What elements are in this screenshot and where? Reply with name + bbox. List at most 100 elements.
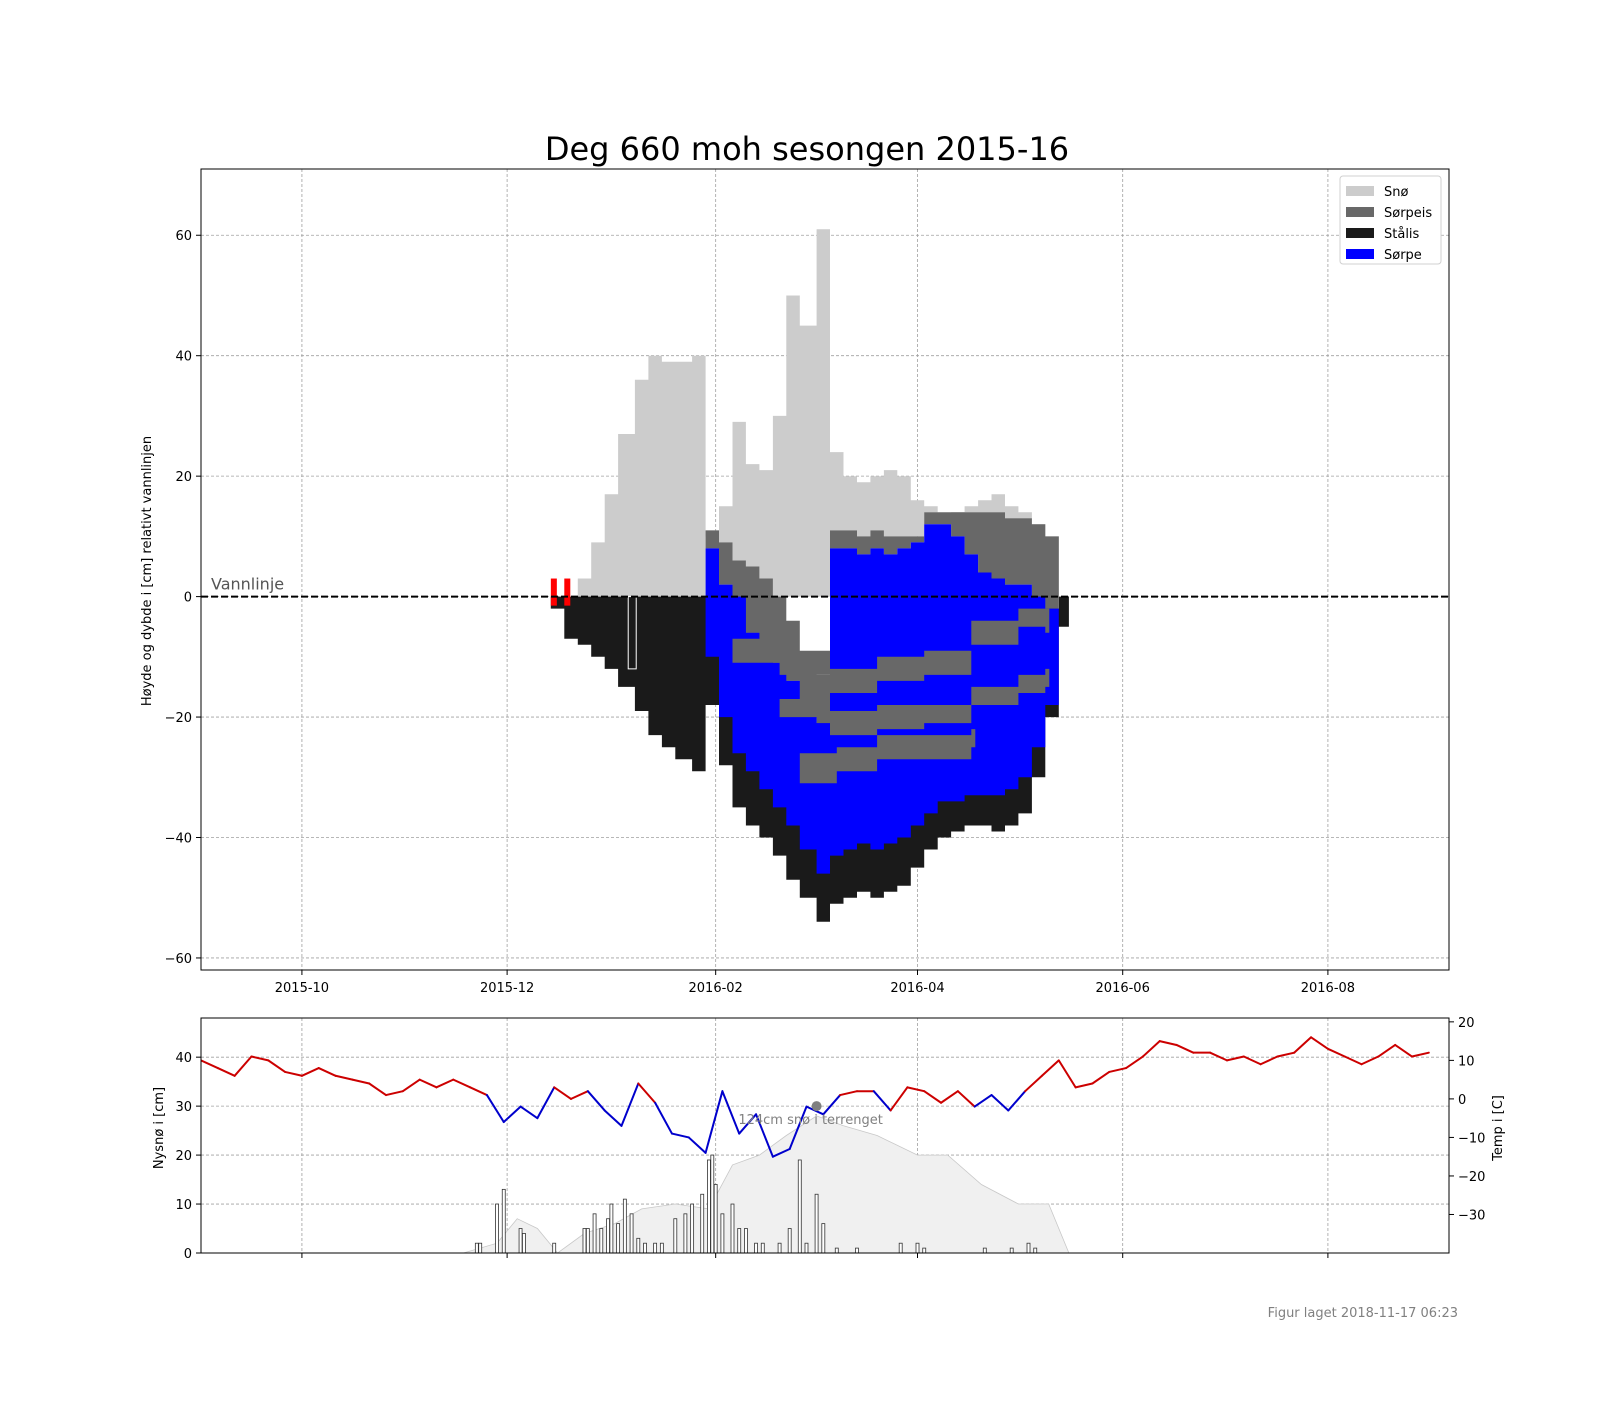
new-snow-bar (777, 1242, 782, 1253)
new-snow-bar (552, 1242, 557, 1253)
legend-swatch (1346, 228, 1374, 238)
temperature-segment (300, 1067, 320, 1077)
new-snow-bar (518, 1228, 523, 1253)
new-snow-bar (713, 1184, 718, 1253)
main-x-tick-label: 2016-06 (1096, 981, 1150, 996)
temperature-segment (485, 1094, 505, 1124)
new-snow-bar (760, 1242, 765, 1253)
temperature-segment (990, 1094, 1010, 1112)
temperature-segment (1276, 1051, 1296, 1058)
temperature-segment (201, 1059, 219, 1070)
temperature-segment (637, 1082, 657, 1104)
temperature-segment (889, 1086, 909, 1112)
temperature-segment (1225, 1055, 1245, 1062)
legend-label: Sørpe (1384, 248, 1422, 263)
new-snow-bar (1026, 1242, 1031, 1253)
sub-y2-tick-label: −20 (1458, 1170, 1485, 1185)
new-snow-bar (599, 1228, 604, 1253)
new-snow-bar (643, 1242, 647, 1253)
new-snow-bar (710, 1154, 715, 1253)
new-snow-bar (495, 1203, 499, 1253)
new-snow-bar (720, 1213, 725, 1253)
new-snow-bar (814, 1193, 819, 1253)
temperature-segment (923, 1090, 943, 1104)
temperature-segment (973, 1094, 993, 1108)
legend-label: Stålis (1384, 227, 1420, 242)
new-snow-bar (609, 1203, 614, 1253)
temperature-segment (738, 1113, 758, 1135)
temperature-segment (788, 1105, 808, 1150)
main-y-tick-label: −20 (165, 711, 192, 726)
temperature-segment (284, 1070, 303, 1077)
main-y-tick-label: 60 (175, 229, 192, 244)
temperature-segment (1360, 1055, 1380, 1066)
new-snow-bar (1033, 1247, 1038, 1253)
main-plot-frame (200, 168, 1450, 971)
snow-layer (550, 229, 1073, 597)
temperature-segment (1326, 1047, 1346, 1058)
new-snow-bar (592, 1213, 597, 1253)
temperature-segment (1057, 1059, 1077, 1089)
temperature-segment (216, 1067, 236, 1077)
temperature-segment (1410, 1051, 1430, 1058)
new-snow-bar (922, 1247, 927, 1253)
new-snow-bar (478, 1242, 483, 1253)
new-snow-bar (1009, 1247, 1014, 1253)
temperature-segment (1242, 1055, 1262, 1066)
main-plot-area: 2015-10 2015-12 2016-02 2016-04 2016-06 2016-… (165, 168, 1450, 996)
temperature-segment (553, 1086, 573, 1100)
temperature-segment (334, 1074, 354, 1081)
sub-y-tick-label: 0 (184, 1247, 192, 1262)
sub-y2-tick-label: −10 (1458, 1131, 1485, 1146)
slush-ice-band (732, 608, 1050, 693)
temperature-segment (771, 1147, 791, 1158)
new-snow-bar (606, 1218, 610, 1253)
new-snow-bar (522, 1233, 526, 1253)
temperature-segment (502, 1105, 522, 1124)
new-snow-bar (690, 1203, 695, 1253)
sub-y2-tick-label: 20 (1458, 1016, 1475, 1031)
legend: Snø Sørpeis Stålis Sørpe (1339, 175, 1442, 265)
new-snow-bar (834, 1247, 839, 1253)
sub-y-tick-label: 40 (175, 1051, 192, 1066)
new-snow-bar (582, 1228, 587, 1253)
main-x-tick-label: 2015-10 (275, 981, 329, 996)
new-snow-bar (787, 1228, 792, 1253)
temperature-segment (351, 1078, 371, 1085)
main-y-tick-label: −40 (165, 832, 192, 847)
temperature-segment (1394, 1043, 1413, 1058)
new-snow-bar (700, 1193, 705, 1253)
temperature-segment (233, 1055, 253, 1077)
temperature-segment (418, 1078, 438, 1089)
new-snow-bar (804, 1242, 809, 1253)
main-y-tick-label: 0 (184, 591, 192, 606)
main-x-tick-label: 2016-08 (1301, 981, 1355, 996)
temperature-segment (1343, 1055, 1363, 1066)
temperature-segment (940, 1090, 959, 1104)
sub-plot-area: 0 10 20 30 40 −30 −20 −10 0 10 20 124cm snø i terre… (175, 1016, 1485, 1262)
sub-y2-axis-label: Temp i [C] (1491, 1095, 1506, 1162)
main-x-tick-label: 2015-12 (480, 981, 534, 996)
new-snow-bar (821, 1223, 826, 1253)
snow-depth-annotation: 124cm snø i terrenget (738, 1113, 882, 1128)
temperature-segment (267, 1059, 287, 1073)
isolated-ice-block (627, 596, 637, 670)
slush-ice-band (779, 668, 1050, 736)
sub-layers (201, 1036, 1430, 1253)
warning-marker (550, 578, 557, 606)
new-snow-bar (915, 1242, 920, 1253)
temperature-segment (368, 1082, 388, 1097)
temperature-segment (452, 1078, 472, 1089)
slush-ice-band (799, 729, 976, 784)
new-snow-bar (659, 1242, 664, 1253)
temperature-segment (1091, 1070, 1111, 1085)
legend-label: Snø (1384, 185, 1408, 200)
new-snow-bar (707, 1159, 711, 1253)
legend-swatch (1346, 186, 1374, 196)
temperature-segment (1074, 1082, 1094, 1089)
snow-depth-area (463, 1115, 1083, 1253)
temperature-segment (620, 1082, 640, 1127)
temperature-segment (1040, 1059, 1060, 1077)
